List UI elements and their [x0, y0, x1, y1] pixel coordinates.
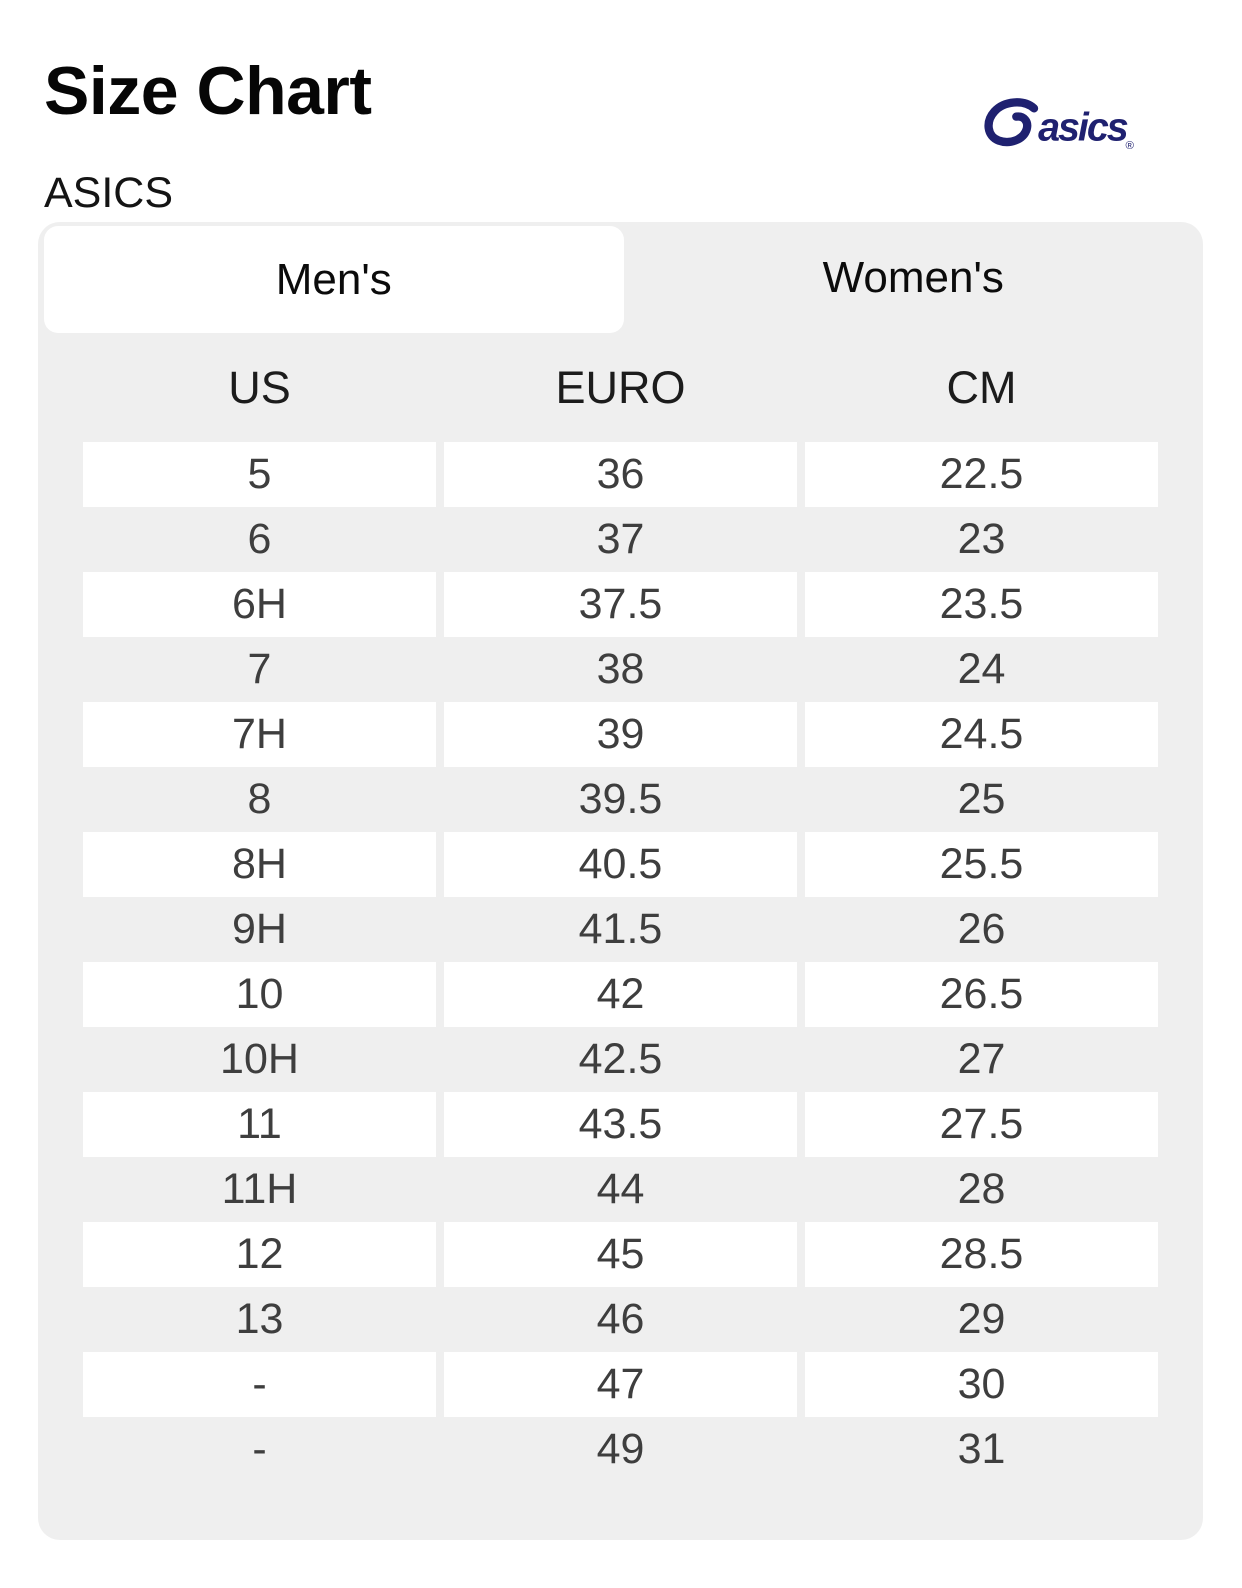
brand-name: ASICS [44, 169, 174, 217]
table-cell-us: 8 [247, 775, 272, 823]
table-cell-cm: 22.5 [805, 442, 1158, 507]
table-cell-cm: 28.5 [805, 1222, 1158, 1287]
table-cell-cm: 24 [957, 645, 1006, 693]
tab-womens[interactable]: Women's [822, 252, 1004, 302]
table-cell-euro: 42 [444, 962, 797, 1027]
asics-registered-mark: ® [1126, 140, 1135, 152]
table-cell-euro: 40.5 [444, 832, 797, 897]
table-cell-cm: 28 [957, 1165, 1006, 1213]
table-cell-euro: 43.5 [444, 1092, 797, 1157]
table-cell-euro: 41.5 [578, 905, 663, 953]
table-cell-us: 12 [83, 1222, 436, 1287]
table-row: 11H 44 28 [38, 1157, 1203, 1222]
table-cell-cm: 27 [957, 1035, 1006, 1083]
table-row: 13 46 29 [38, 1287, 1203, 1352]
table-row: 8 39.5 25 [38, 767, 1203, 832]
column-header-us: US [228, 361, 291, 413]
table-cell-us: 10 [83, 962, 436, 1027]
table-cell-euro: 49 [596, 1425, 645, 1473]
table-cell-cm: 25.5 [805, 832, 1158, 897]
table-row: 7 38 24 [38, 637, 1203, 702]
asics-swirl-icon [984, 98, 1039, 147]
table-header-row: US EURO CM [38, 333, 1203, 442]
table-cell-cm: 30 [805, 1352, 1158, 1417]
table-cell-euro: 44 [596, 1165, 645, 1213]
table-row: 12 45 28.5 [38, 1222, 1203, 1287]
table-cell-cm: 27.5 [805, 1092, 1158, 1157]
tab-mens[interactable]: Men's [44, 226, 624, 333]
table-cell-euro: 46 [596, 1295, 645, 1343]
table-cell-euro: 39 [444, 702, 797, 767]
table-row: 10H 42.5 27 [38, 1027, 1203, 1092]
gender-tabbar: Men's Women's [38, 222, 1203, 333]
table-row: - 49 31 [38, 1417, 1203, 1482]
table-row: 11 43.5 27.5 [38, 1092, 1203, 1157]
table-row: 10 42 26.5 [38, 962, 1203, 1027]
table-cell-us: - [252, 1425, 267, 1473]
table-cell-cm: 23 [957, 515, 1006, 563]
table-row: - 47 30 [38, 1352, 1203, 1417]
table-cell-cm: 26 [957, 905, 1006, 953]
table-row: 6 37 23 [38, 507, 1203, 572]
table-cell-us: 10H [220, 1035, 299, 1083]
table-cell-us: - [83, 1352, 436, 1417]
table-row: 7H 39 24.5 [38, 702, 1203, 767]
page-title: Size Chart [44, 53, 372, 129]
table-cell-us: 5 [83, 442, 436, 507]
table-row: 5 36 22.5 [38, 442, 1203, 507]
table-cell-euro: 37.5 [444, 572, 797, 637]
table-row: 9H 41.5 26 [38, 897, 1203, 962]
table-cell-cm: 24.5 [805, 702, 1158, 767]
table-cell-euro: 45 [444, 1222, 797, 1287]
table-cell-us: 8H [83, 832, 436, 897]
table-cell-euro: 38 [596, 645, 645, 693]
table-cell-euro: 42.5 [578, 1035, 663, 1083]
table-cell-cm: 23.5 [805, 572, 1158, 637]
table-cell-us: 13 [235, 1295, 284, 1343]
table-cell-euro: 39.5 [578, 775, 663, 823]
table-cell-us: 6 [247, 515, 272, 563]
asics-logo: asics ® [984, 98, 1135, 152]
table-row: 8H 40.5 25.5 [38, 832, 1203, 897]
column-header-cm: CM [946, 361, 1017, 413]
column-header-euro: EURO [555, 361, 686, 413]
table-cell-us: 7H [83, 702, 436, 767]
table-cell-euro: 47 [444, 1352, 797, 1417]
table-cell-cm: 25 [957, 775, 1006, 823]
table-cell-us: 6H [83, 572, 436, 637]
table-cell-euro: 36 [444, 442, 797, 507]
table-body: 5 36 22.5 6 37 23 6H 37.5 23.5 7 38 24 7… [38, 442, 1203, 1482]
table-cell-cm: 26.5 [805, 962, 1158, 1027]
table-row: 6H 37.5 23.5 [38, 572, 1203, 637]
table-cell-cm: 31 [957, 1425, 1006, 1473]
size-chart-panel: Men's Women's US EURO CM 5 36 22.5 6 37 … [38, 222, 1203, 1540]
asics-logo-text: asics [1038, 106, 1128, 150]
table-cell-euro: 37 [596, 515, 645, 563]
table-cell-us: 11 [83, 1092, 436, 1157]
table-cell-us: 11H [221, 1165, 298, 1213]
table-cell-cm: 29 [957, 1295, 1006, 1343]
table-cell-us: 7 [247, 645, 272, 693]
table-cell-us: 9H [232, 905, 287, 953]
